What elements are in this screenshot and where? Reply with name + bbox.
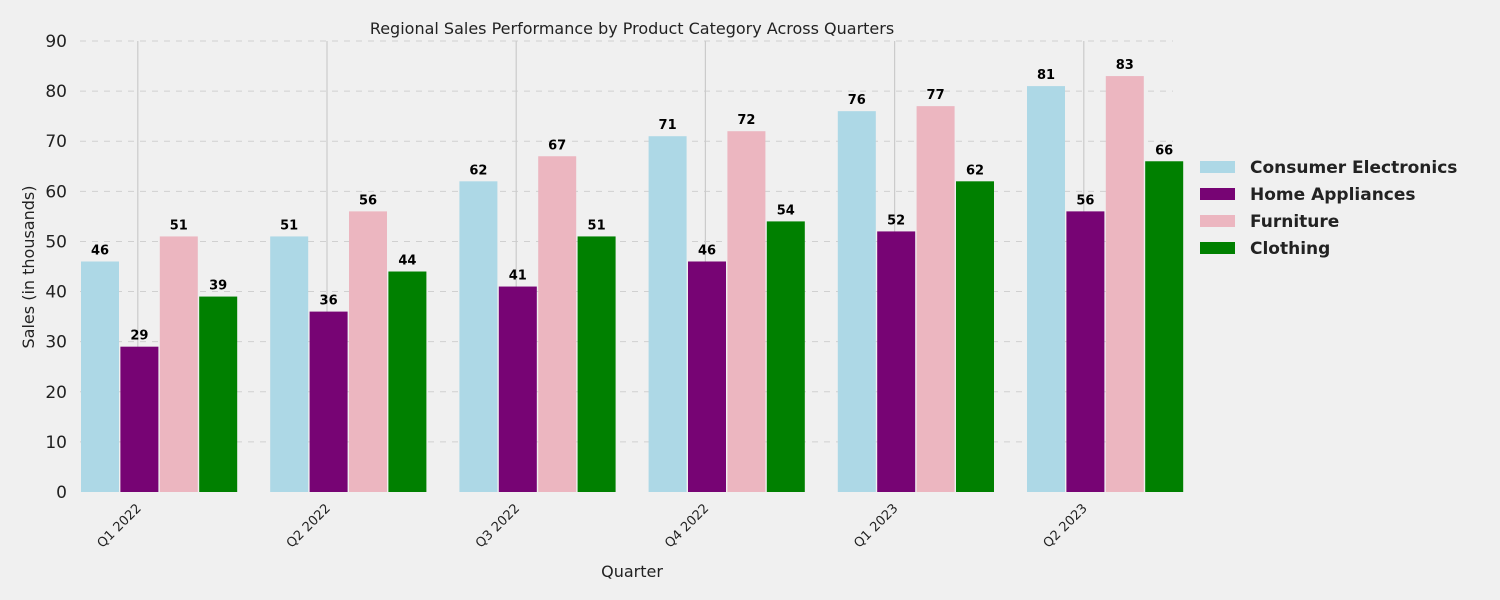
chart-title: Regional Sales Performance by Product Ca… [370, 19, 894, 38]
legend-swatch [1200, 188, 1235, 200]
bar-value-label: 54 [777, 203, 795, 218]
bar-value-label: 41 [509, 269, 527, 284]
bar [648, 136, 687, 492]
bar [956, 181, 994, 493]
y-tick-label: 30 [45, 333, 67, 353]
x-tick-label: Q4 2022 [662, 501, 712, 551]
grid-layer [80, 40, 1173, 492]
bars-layer [81, 76, 1184, 493]
y-tick-label: 0 [56, 483, 67, 503]
bar-value-label: 56 [359, 193, 377, 208]
bar [727, 131, 766, 492]
bar [538, 156, 577, 492]
bar [349, 211, 387, 492]
bar-value-label: 51 [170, 218, 188, 233]
data-labels-layer: 46 51 62 71 76 81 29 36 41 46 52 56 51 56 67 72 77 83 39 44… [91, 58, 1173, 344]
y-tick-label: 40 [45, 283, 67, 303]
y-tick-label: 50 [45, 232, 67, 252]
bar [309, 311, 348, 492]
x-tick-label: Q1 2023 [851, 501, 901, 551]
bar-value-label: 66 [1155, 143, 1173, 158]
bar-value-label: 62 [469, 163, 487, 178]
bar [916, 106, 955, 493]
y-axis-title: Sales (in thousands) [19, 186, 38, 349]
legend: Consumer Electronics Home Appliances Furni… [1200, 158, 1457, 259]
y-tick-label: 70 [45, 132, 67, 152]
x-tick-label: Q1 2022 [95, 501, 145, 551]
x-axis-title: Quarter [601, 562, 663, 581]
bar [1066, 211, 1105, 492]
bar-value-label: 51 [588, 218, 606, 233]
bar-value-label: 52 [887, 213, 905, 228]
bar [159, 236, 198, 492]
legend-label: Furniture [1250, 212, 1339, 232]
bar [1027, 86, 1065, 492]
bar-value-label: 51 [280, 218, 298, 233]
bar-value-label: 67 [548, 138, 566, 153]
legend-swatch [1200, 161, 1235, 173]
legend-label: Home Appliances [1250, 185, 1416, 205]
y-tick-label: 10 [45, 433, 67, 453]
bar-value-label: 39 [209, 279, 227, 294]
bar [688, 261, 726, 492]
y-tick-label: 20 [45, 383, 67, 403]
bar-value-label: 81 [1037, 68, 1055, 83]
bar-value-label: 46 [698, 243, 716, 258]
bar [877, 231, 916, 492]
bar [270, 236, 309, 492]
legend-label: Consumer Electronics [1250, 158, 1457, 178]
y-axis-ticks: 0 10 20 30 40 50 60 70 80 90 [45, 32, 67, 503]
x-tick-label: Q2 2023 [1041, 501, 1091, 551]
bar-value-label: 44 [398, 254, 416, 269]
bar [1145, 161, 1184, 492]
legend-swatch [1200, 215, 1235, 227]
bar [766, 221, 805, 492]
bar-value-label: 77 [927, 88, 945, 103]
y-tick-label: 60 [45, 182, 67, 202]
bar [459, 181, 498, 493]
bar [81, 261, 119, 492]
bar [837, 111, 876, 493]
bar [498, 286, 537, 492]
bar-value-label: 76 [848, 93, 866, 108]
bar [1105, 76, 1144, 493]
legend-label: Clothing [1250, 239, 1330, 259]
bar-value-label: 36 [320, 294, 338, 309]
bar [577, 236, 616, 492]
bar-value-label: 29 [130, 329, 148, 344]
x-tick-label: Q2 2022 [284, 501, 334, 551]
y-tick-label: 90 [45, 32, 67, 52]
bar [199, 296, 238, 492]
x-tick-label: Q3 2022 [473, 501, 523, 551]
bar-value-label: 83 [1116, 58, 1134, 73]
bar-value-label: 72 [737, 113, 755, 128]
bar-value-label: 71 [659, 118, 677, 133]
bar [120, 346, 159, 492]
y-tick-label: 80 [45, 82, 67, 102]
x-axis-ticks: Q1 2022 Q2 2022 Q3 2022 Q4 2022 Q1 2023 Q2 20… [95, 501, 1091, 551]
bar-value-label: 62 [966, 163, 984, 178]
legend-swatch [1200, 242, 1235, 254]
bar-value-label: 46 [91, 243, 109, 258]
bar-value-label: 56 [1076, 193, 1094, 208]
bar [388, 271, 427, 492]
